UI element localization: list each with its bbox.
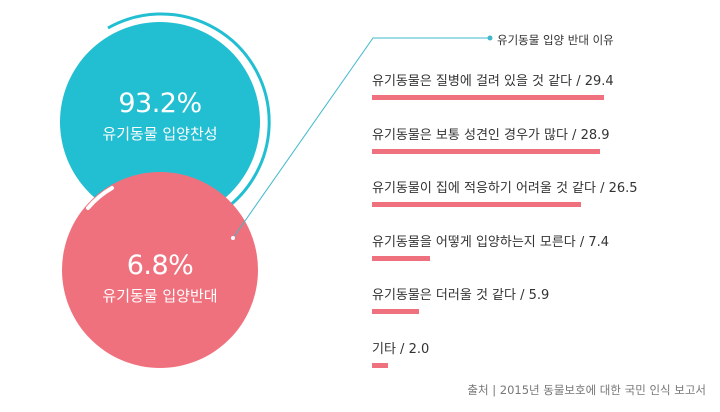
reason-bar <box>372 95 604 100</box>
oppose-circle-highlight <box>86 186 114 210</box>
reason-label: 유기동물은 보통 성견인 경우가 많다 / 28.9 <box>372 127 610 143</box>
support-text: 93.2% 유기동물 입양찬성 <box>60 88 260 144</box>
reason-bar <box>372 255 430 261</box>
oppose-circle <box>62 172 258 368</box>
reason-row: 유기동물은 보통 성견인 경우가 많다 / 28.9 <box>372 124 610 154</box>
reason-bar <box>372 202 581 207</box>
reason-row: 유기동물은 질병에 걸려 있을 것 같다 / 29.4 <box>372 70 614 100</box>
oppose-text: 6.8% 유기동물 입양반대 <box>60 250 260 306</box>
reason-bar <box>372 309 419 314</box>
reason-bar <box>372 362 388 368</box>
reason-row: 유기동물을 어떻게 입양하는지 모른다 / 7.4 <box>372 231 609 261</box>
connector-line <box>232 37 490 239</box>
support-circle <box>60 22 260 222</box>
chart-title: 유기동물 입양 반대 이유 <box>497 33 614 47</box>
support-label: 유기동물 입양찬성 <box>102 125 218 143</box>
reason-row: 유기동물은 더러울 것 같다 / 5.9 <box>372 284 549 314</box>
reason-label: 유기동물이 집에 적응하기 어려울 것 같다 / 26.5 <box>372 181 638 196</box>
oppose-percent: 6.8% <box>126 250 194 281</box>
reason-label: 기타 / 2.0 <box>372 341 430 357</box>
reason-label: 유기동물을 어떻게 입양하는지 모른다 / 7.4 <box>372 234 610 250</box>
connector-dot-end <box>487 35 493 41</box>
reason-label: 유기동물은 더러울 것 같다 / 5.9 <box>372 288 550 303</box>
reason-row: 유기동물이 집에 적응하기 어려울 것 같다 / 26.5 <box>372 177 638 207</box>
reason-label: 유기동물은 질병에 걸려 있을 것 같다 / 29.4 <box>372 74 614 89</box>
reason-bar <box>372 148 600 154</box>
source-text: 출처 | 2015년 동물보호에 대한 국민 인식 보고서 <box>467 383 706 397</box>
connector-dot-start <box>231 236 235 240</box>
reason-row: 기타 / 2.0 <box>372 338 429 368</box>
oppose-label: 유기동물 입양반대 <box>102 287 218 305</box>
support-percent: 93.2% <box>118 88 202 119</box>
